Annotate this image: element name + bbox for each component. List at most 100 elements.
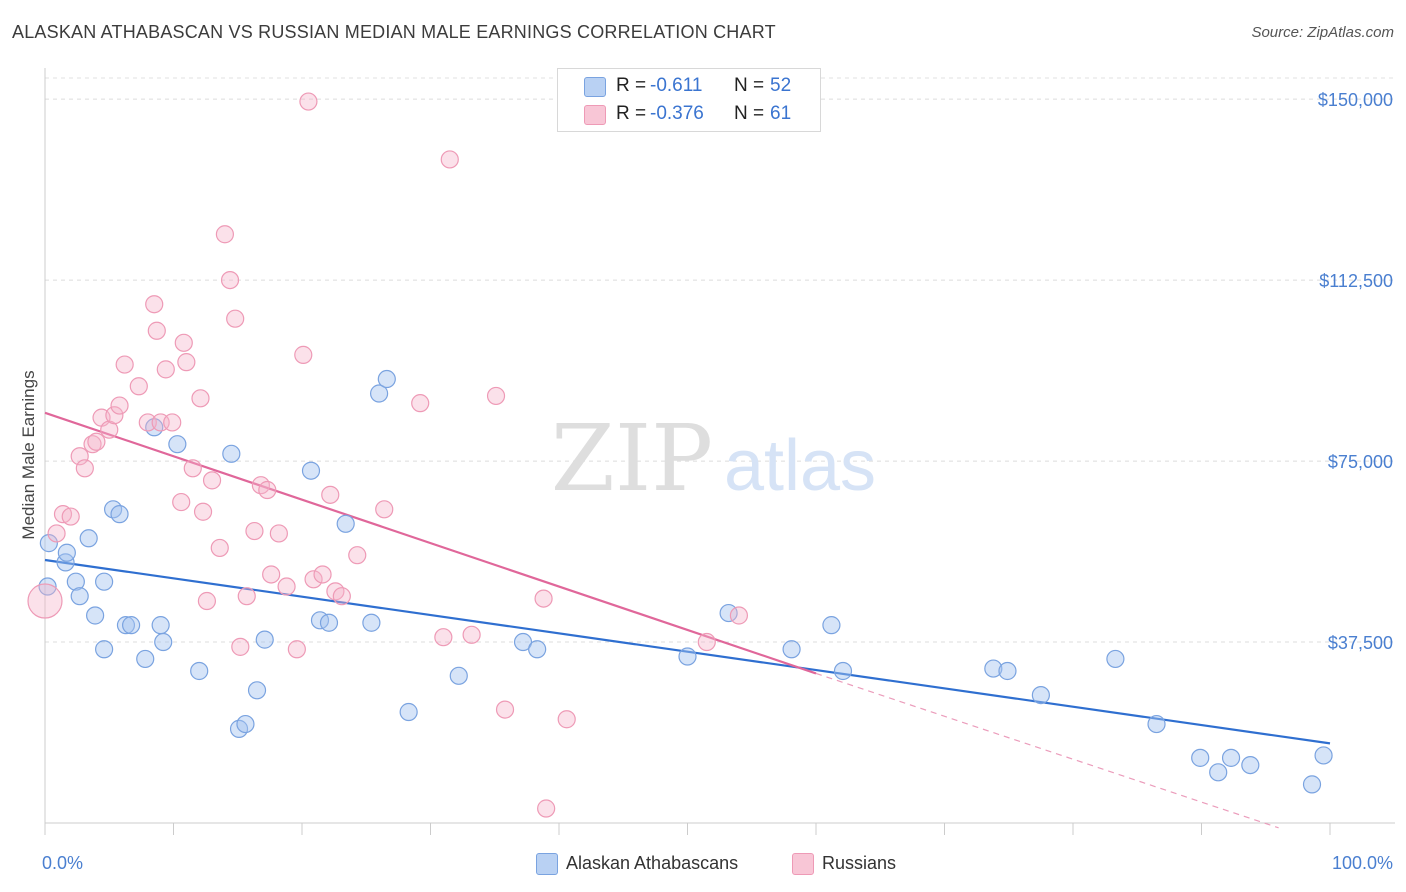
russian-point: [177, 353, 196, 372]
russian-point: [557, 710, 576, 729]
russian-point: [215, 225, 234, 244]
legend-n-label: N =: [734, 75, 765, 96]
alaskan-point: [255, 630, 274, 649]
russian-point: [321, 485, 340, 504]
russian-point: [245, 521, 264, 541]
russian-point: [299, 92, 318, 111]
alaskan-point: [1209, 763, 1228, 782]
y-tick-labels: $37,500 $75,000 $112,500 $150,000: [1318, 90, 1393, 653]
russian-point: [105, 406, 124, 425]
alaskan-point: [86, 606, 105, 625]
russian-point: [537, 799, 556, 818]
y-axis-label: Median Male Earnings: [19, 370, 38, 539]
alaskan-point: [222, 444, 241, 463]
legend-r-label: R =: [616, 75, 647, 96]
russian-swatch: [584, 105, 606, 125]
alaskan-point: [678, 647, 697, 666]
x-tick-label-max: 100.0%: [1332, 853, 1393, 873]
correlation-legend: R = -0.611 N = 52 R = -0.376 N = 61: [557, 68, 821, 132]
russian-point: [313, 565, 332, 584]
russian-point: [277, 577, 296, 596]
alaskan-point: [301, 461, 321, 480]
alaskan-point: [190, 661, 209, 681]
russian-point: [210, 538, 229, 558]
legend-n-value-alaskan: 52: [770, 75, 792, 96]
y-tick-label: $112,500: [1319, 271, 1393, 291]
russian-point: [304, 570, 323, 589]
alaskan-point: [57, 543, 76, 562]
russian-point: [434, 628, 453, 647]
russian-point: [172, 492, 191, 512]
legend-n-label: N =: [734, 103, 765, 124]
russian-point: [156, 360, 175, 379]
alaskan-point: [984, 659, 1003, 678]
russian-point: [237, 587, 256, 606]
alaskan-point: [1302, 775, 1322, 794]
alaskan-legend-label: Alaskan Athabascans: [566, 853, 739, 873]
alaskan-point: [528, 640, 547, 659]
russian-point: [534, 589, 553, 608]
alaskan-point: [151, 616, 170, 635]
russian-point: [729, 606, 749, 625]
russian-point: [75, 459, 94, 478]
russian-point: [220, 270, 240, 290]
alaskan-point: [1031, 686, 1050, 705]
alaskan-point: [1147, 714, 1166, 734]
alaskan-point: [38, 577, 57, 596]
russian-point: [462, 625, 481, 644]
x-tick-label-min: 0.0%: [42, 853, 83, 873]
russian-point: [197, 591, 217, 611]
alaskan-point: [1241, 755, 1260, 775]
russian-point: [110, 396, 129, 415]
russian-point: [262, 565, 281, 584]
russian-point: [191, 389, 210, 408]
legend-r-value-russian: -0.376: [650, 103, 704, 124]
alaskan-point: [236, 714, 255, 734]
russian-point: [138, 413, 157, 432]
alaskan-point: [1314, 746, 1333, 765]
trend-lines: [44, 411, 1331, 829]
russian-point: [332, 587, 351, 606]
alaskan-point: [782, 640, 801, 659]
russian-point: [147, 321, 166, 340]
data-points: [27, 92, 1333, 818]
trend-line: [44, 411, 817, 675]
axes: [44, 68, 1395, 835]
alaskan-point: [116, 616, 136, 635]
legend-n-value-russian: 61: [770, 103, 792, 124]
alaskan-point: [1106, 649, 1125, 669]
alaskan-point: [70, 587, 89, 606]
russian-point: [87, 432, 106, 451]
legend-row-alaskan: R = -0.611 N = 52: [558, 73, 820, 101]
russian-point: [294, 345, 313, 364]
russian-point: [375, 500, 394, 519]
russian-point: [61, 507, 80, 526]
alaskan-point: [370, 384, 389, 403]
alaskan-point: [110, 505, 129, 524]
russian-point: [258, 480, 277, 500]
russian-point: [440, 150, 459, 169]
russian-point: [70, 447, 89, 466]
alaskan-point: [513, 632, 533, 652]
legend-r-label: R =: [616, 103, 647, 124]
russian-point: [202, 471, 222, 490]
alaskan-point: [377, 369, 396, 389]
alaskan-point: [56, 553, 75, 572]
y-tick-label: $37,500: [1328, 633, 1393, 653]
russian-point: [100, 420, 119, 439]
russian-point: [495, 700, 515, 719]
russian-point: [27, 583, 63, 619]
russian-point: [183, 459, 202, 478]
alaskan-swatch: [584, 77, 606, 97]
watermark-zip: ZIP: [551, 405, 713, 512]
alaskan-point: [168, 435, 187, 454]
russian-point: [174, 333, 193, 352]
alaskan-point: [1221, 748, 1241, 767]
alaskan-point: [95, 640, 114, 659]
chart-title: ALASKAN ATHABASCAN VS RUSSIAN MEDIAN MAL…: [12, 22, 776, 42]
russian-point: [226, 309, 245, 328]
russian-point: [193, 502, 213, 521]
source-credit: Source: ZipAtlas.com: [1251, 24, 1394, 41]
legend-row-russian: R = -0.376 N = 61: [558, 101, 820, 129]
